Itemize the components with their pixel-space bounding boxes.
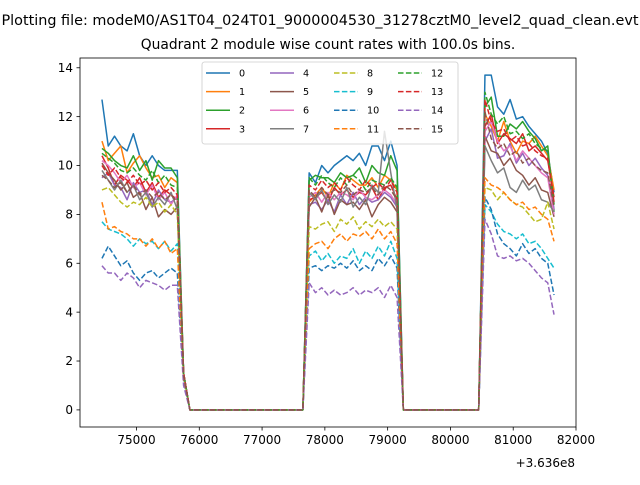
axes-frame [79,57,577,428]
y-tick-label: 6 [65,256,73,270]
y-tick-label: 8 [65,208,73,222]
x-tick-label: 75000 [117,433,155,447]
legend-label-6: 6 [303,106,309,117]
legend-label-11: 11 [367,124,379,135]
x-tick-label: 78000 [306,433,344,447]
series-lines [101,74,555,411]
legend-label-14: 14 [431,106,443,117]
legend-label-12: 12 [431,69,443,80]
series-line-9 [101,203,555,411]
figure-suptitle: Plotting file: modeM0/AS1T04_024T01_9000… [1,13,638,29]
y-tick-label: 14 [58,61,73,75]
x-tick-label: 77000 [243,433,281,447]
legend-label-9: 9 [367,87,373,98]
y-tick-label: 0 [65,403,73,417]
legend-frame [201,61,459,145]
x-tick-label: 82000 [557,433,595,447]
legend-label-5: 5 [303,87,309,98]
chart-title: Quadrant 2 module wise count rates with … [141,37,515,53]
legend-label-7: 7 [303,124,309,135]
legend-label-0: 0 [239,69,245,80]
y-tick-label: 12 [58,110,73,124]
legend-label-2: 2 [239,106,245,117]
y-tick-label: 2 [65,354,73,368]
series-line-15 [101,111,555,411]
x-tick-label: 81000 [494,433,532,447]
legend-label-3: 3 [239,124,245,135]
legend-label-8: 8 [367,69,373,80]
series-line-3 [101,113,555,411]
legend-label-10: 10 [367,106,379,117]
series-line-11 [101,176,555,411]
x-axis-offset-label: +3.636e8 [516,456,575,470]
x-tick-label: 76000 [180,433,218,447]
series-line-8 [101,186,555,411]
series-line-10 [101,196,555,411]
x-tick-label: 80000 [431,433,469,447]
legend-label-1: 1 [239,87,245,98]
plot-area: 75000 76000 77000 78000 79000 80000 81000 82000… [58,57,595,447]
series-line-1 [101,113,555,411]
legend-label-13: 13 [431,87,443,98]
legend-label-15: 15 [431,124,443,135]
legend-label-4: 4 [303,69,309,80]
x-tick-label: 79000 [369,433,407,447]
y-tick-label: 4 [65,305,73,319]
y-tick-label: 10 [58,159,73,173]
